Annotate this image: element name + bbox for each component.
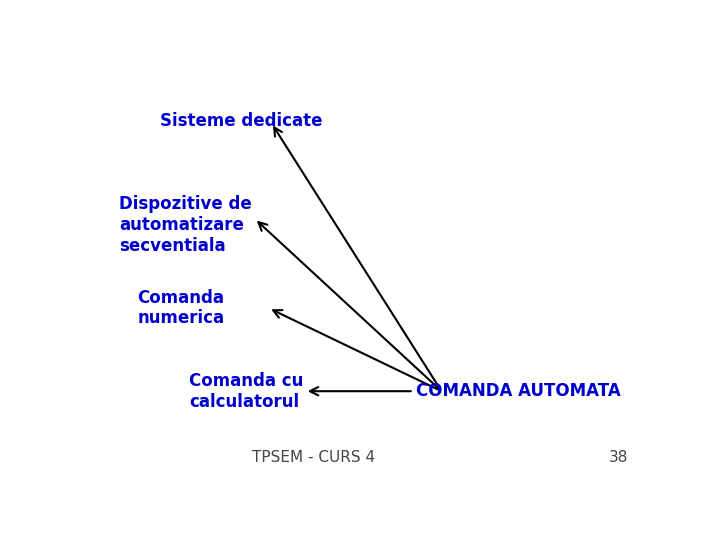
Text: TPSEM - CURS 4: TPSEM - CURS 4: [251, 450, 375, 465]
Text: Dispozitive de
automatizare
secventiala: Dispozitive de automatizare secventiala: [119, 195, 252, 255]
Text: Sisteme dedicate: Sisteme dedicate: [160, 112, 323, 130]
Text: Comanda
numerica: Comanda numerica: [138, 289, 225, 327]
Text: Comanda cu
calculatorul: Comanda cu calculatorul: [189, 372, 304, 410]
Text: 38: 38: [609, 450, 629, 465]
Text: COMANDA AUTOMATA: COMANDA AUTOMATA: [416, 382, 621, 400]
